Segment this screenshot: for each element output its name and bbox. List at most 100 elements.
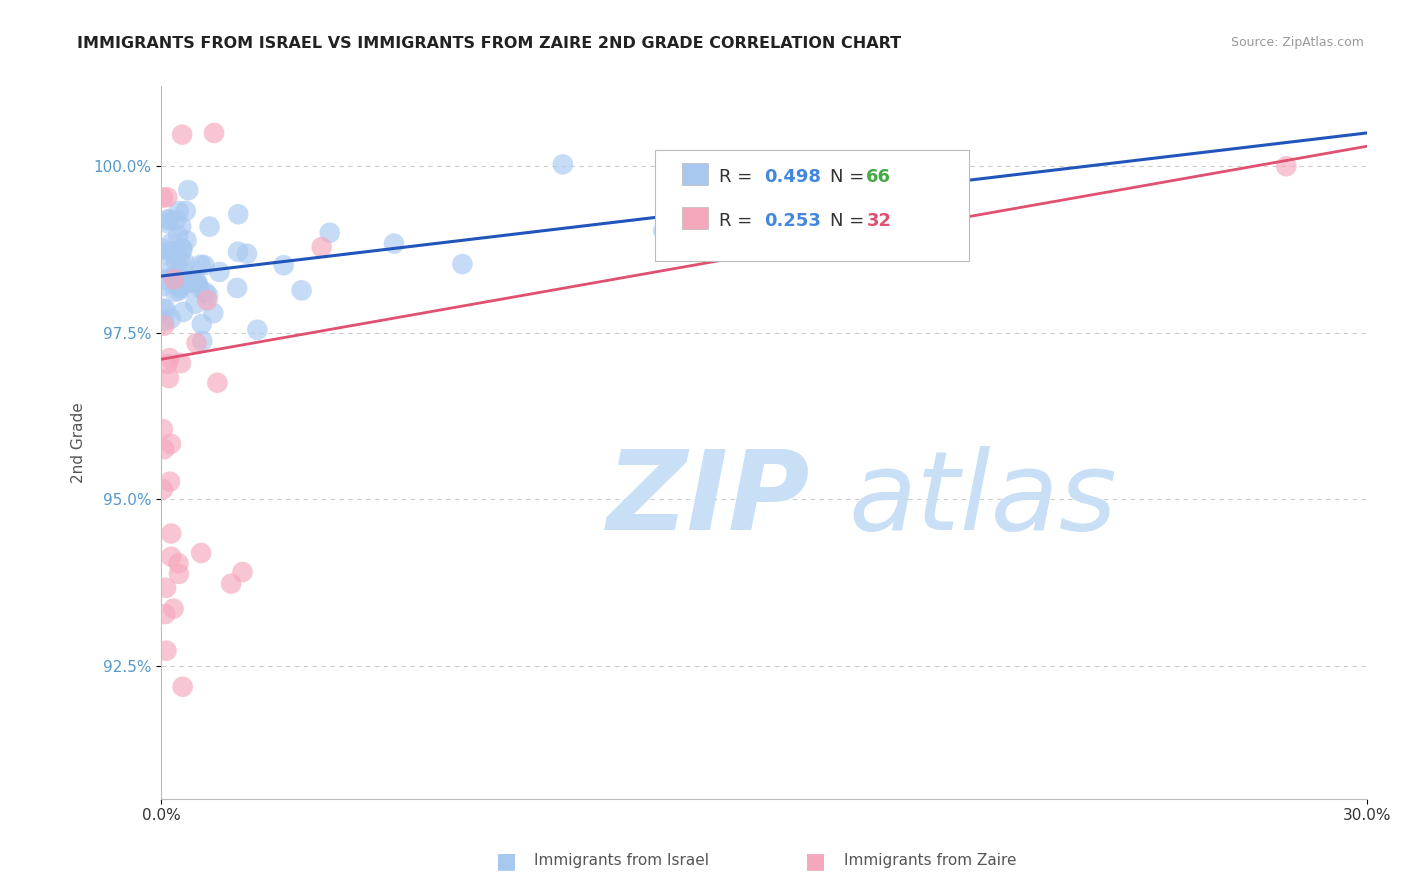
Point (190, 546, 212, 560)
Point (155, 302, 177, 317)
Point (170, 356, 193, 370)
Text: N =: N = (830, 212, 870, 230)
Point (153, 607, 176, 621)
Text: 0.498: 0.498 (763, 168, 821, 186)
Point (197, 288, 219, 302)
Point (155, 581, 177, 595)
Point (226, 281, 249, 295)
Text: IMMIGRANTS FROM ISRAEL VS IMMIGRANTS FROM ZAIRE 2ND GRADE CORRELATION CHART: IMMIGRANTS FROM ISRAEL VS IMMIGRANTS FRO… (77, 36, 901, 51)
Point (202, 306, 225, 320)
Point (156, 357, 179, 371)
Point (191, 334, 214, 348)
Point (172, 128, 194, 142)
Point (159, 351, 181, 365)
Point (169, 252, 191, 267)
Point (273, 258, 295, 272)
Point (1275, 159, 1298, 173)
Text: 32: 32 (866, 212, 891, 230)
Point (207, 376, 229, 390)
Point (167, 284, 190, 298)
Text: R =: R = (720, 212, 758, 230)
Point (152, 483, 174, 497)
Text: Source: ZipAtlas.com: Source: ZipAtlas.com (1230, 36, 1364, 49)
Text: N =: N = (830, 168, 870, 186)
Point (177, 183, 200, 197)
FancyBboxPatch shape (682, 207, 709, 229)
Text: atlas: atlas (848, 446, 1116, 553)
Point (195, 293, 218, 308)
Point (208, 265, 231, 279)
Point (167, 204, 190, 219)
Point (157, 244, 180, 259)
Text: Immigrants from Zaire: Immigrants from Zaire (844, 854, 1017, 868)
Point (165, 247, 187, 261)
Point (159, 475, 181, 489)
Point (188, 280, 211, 294)
Point (202, 126, 225, 140)
Point (160, 311, 183, 326)
Point (173, 255, 195, 269)
Point (179, 273, 201, 287)
Point (246, 323, 269, 337)
Point (184, 296, 207, 310)
Point (186, 336, 208, 351)
FancyBboxPatch shape (682, 162, 709, 185)
Point (190, 258, 212, 272)
Point (174, 203, 197, 218)
Point (162, 269, 184, 284)
Point (157, 371, 180, 385)
Point (551, 157, 574, 171)
Point (156, 190, 179, 204)
Point (162, 601, 184, 615)
Point (291, 284, 314, 298)
Point (191, 317, 214, 331)
Point (160, 264, 183, 278)
Text: ■: ■ (496, 851, 516, 871)
Point (160, 437, 183, 451)
Point (172, 305, 194, 319)
Point (186, 276, 208, 290)
Point (219, 576, 242, 591)
Point (236, 246, 259, 260)
Point (155, 643, 177, 657)
FancyBboxPatch shape (655, 151, 969, 260)
Text: R =: R = (720, 168, 758, 186)
Point (186, 276, 208, 290)
Point (181, 276, 204, 290)
Point (163, 272, 186, 286)
Point (153, 442, 176, 456)
Point (169, 279, 191, 293)
Point (319, 226, 342, 240)
Point (167, 249, 190, 263)
Point (198, 219, 221, 234)
Point (167, 557, 190, 571)
Point (176, 233, 198, 247)
Y-axis label: 2nd Grade: 2nd Grade (72, 402, 86, 483)
Point (160, 526, 183, 541)
Point (169, 280, 191, 294)
Point (170, 242, 193, 256)
Point (172, 242, 194, 256)
Point (311, 240, 333, 254)
Point (160, 549, 183, 564)
Point (173, 265, 195, 279)
Point (652, 224, 675, 238)
Point (382, 236, 405, 251)
Point (231, 565, 253, 579)
Text: ■: ■ (806, 851, 825, 871)
Point (165, 212, 187, 227)
Point (160, 235, 183, 250)
Point (194, 285, 217, 300)
Point (153, 314, 176, 328)
Point (173, 273, 195, 287)
Point (167, 566, 190, 581)
Point (170, 219, 193, 234)
Point (226, 244, 249, 259)
Point (165, 268, 187, 282)
Point (152, 248, 174, 262)
Point (167, 228, 190, 243)
Point (152, 301, 174, 316)
Point (165, 253, 187, 268)
Point (153, 318, 176, 333)
Point (157, 213, 180, 227)
